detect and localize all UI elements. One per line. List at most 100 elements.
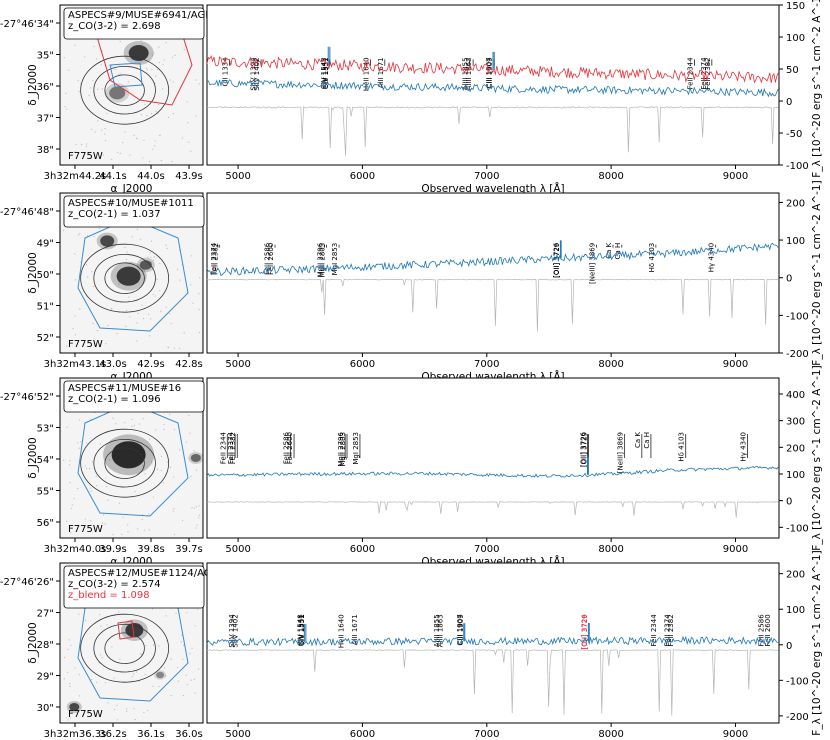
annotation-line: z_CO(2-1) = 1.096	[68, 394, 161, 405]
noise-speck	[92, 322, 94, 324]
line-marker-label: MgII 2803	[318, 243, 326, 278]
noise-speck	[152, 644, 154, 646]
noise-speck	[167, 116, 170, 119]
noise-speck	[185, 441, 187, 443]
noise-speck	[158, 61, 160, 64]
noise-speck	[139, 423, 141, 425]
galaxy-blob	[111, 441, 146, 469]
noise-speck	[153, 52, 155, 54]
noise-speck	[160, 469, 162, 472]
y-tick-label: 100	[786, 470, 805, 481]
noise-speck	[137, 528, 139, 530]
dec-tick-label: 35"	[37, 51, 54, 62]
line-marker-label: FeII 2374	[700, 57, 708, 90]
noise-speck	[113, 708, 116, 711]
noise-speck	[86, 467, 88, 469]
y-tick-label: 0	[786, 497, 792, 508]
noise-speck	[198, 505, 200, 507]
noise-speck	[74, 44, 76, 47]
noise-speck	[69, 685, 71, 687]
spectrum-blue	[206, 635, 779, 647]
x-tick-label: 6000	[350, 359, 375, 370]
noise-speck	[198, 309, 200, 311]
y-tick-label: 150	[786, 1, 805, 12]
noise-speck	[158, 103, 160, 106]
noise-speck	[103, 514, 105, 516]
noise-speck	[170, 658, 172, 660]
noise-speck	[154, 82, 156, 84]
spectrum-blue	[206, 465, 779, 478]
noise-speck	[158, 46, 160, 48]
noise-speck	[74, 151, 76, 153]
noise-speck	[179, 347, 181, 349]
ra-tick-label: 44.0s	[137, 171, 164, 182]
noise-speck	[141, 60, 143, 62]
line-marker-label: Hδ 4103	[678, 432, 686, 462]
noise-speck	[190, 475, 192, 477]
noise-speck	[94, 131, 96, 133]
noise-speck	[155, 111, 157, 113]
band-label: F775W	[68, 151, 103, 162]
dec-tick-label: 52"	[37, 333, 54, 344]
noise-speck	[92, 79, 94, 82]
y-tick-label: 0	[786, 274, 792, 285]
noise-speck	[140, 40, 142, 42]
annotation-line: z_CO(2-1) = 1.037	[68, 209, 161, 220]
dec-tick-label: 30"	[37, 703, 54, 714]
noise-speck	[66, 426, 68, 428]
dec-tick-label: 49"	[37, 239, 54, 250]
noise-speck	[96, 330, 98, 332]
line-marker-label: HeII 1640	[363, 57, 371, 91]
annotation-frame	[63, 195, 205, 228]
noise-speck	[144, 473, 146, 475]
noise-speck	[93, 235, 95, 238]
noise-speck	[173, 429, 176, 431]
noise-speck	[193, 450, 195, 452]
noise-speck	[99, 346, 101, 348]
noise-speck	[146, 69, 148, 71]
noise-speck	[128, 296, 130, 298]
noise-speck	[193, 678, 195, 680]
noise-speck	[146, 115, 148, 117]
contour	[104, 632, 145, 664]
noise-speck	[127, 531, 129, 533]
line-marker-label: FeII 2382	[704, 57, 712, 89]
x-tick-label: 7000	[474, 729, 499, 740]
noise-speck	[96, 485, 98, 487]
noise-speck	[91, 461, 93, 463]
line-marker-label: [OII] 3729	[553, 243, 561, 278]
noise-speck	[129, 154, 131, 156]
dec-tick-label: -27°46'48"	[0, 207, 54, 218]
noise-speck	[106, 624, 108, 626]
noise-speck	[69, 459, 71, 462]
x-tick-label: 5000	[225, 171, 250, 182]
y-tick-label: 300	[786, 417, 805, 428]
dec-tick-label: 56"	[37, 518, 54, 529]
noise-speck	[100, 654, 102, 656]
contour	[80, 613, 170, 683]
noise-speck	[171, 160, 173, 163]
noise-speck	[134, 490, 136, 493]
noise-speck	[95, 475, 97, 477]
noise-speck	[79, 233, 81, 235]
ra-tick-label: 3h32m43.1s	[44, 359, 107, 370]
noise-speck	[97, 88, 99, 90]
noise-speck	[172, 81, 174, 83]
noise-speck	[136, 228, 138, 230]
noise-speck	[155, 429, 157, 431]
noise-speck	[167, 461, 169, 463]
noise-speck	[147, 709, 149, 712]
noise-speck	[152, 293, 154, 296]
noise-speck	[143, 139, 145, 142]
noise-speck	[96, 58, 98, 60]
ra-tick-label: 36.0s	[175, 729, 202, 740]
line-marker-label: HeII 1640	[337, 614, 345, 648]
noise-speck	[85, 619, 87, 621]
line-marker-label: FeII 2344	[219, 431, 227, 464]
noise-speck	[190, 284, 192, 286]
line-marker-label: SiII 1551	[321, 57, 329, 88]
noise-speck	[183, 644, 185, 646]
y-axis-label: F_λ [10^-20 erg s^-1 cm^-2 A^-1]	[811, 550, 823, 735]
